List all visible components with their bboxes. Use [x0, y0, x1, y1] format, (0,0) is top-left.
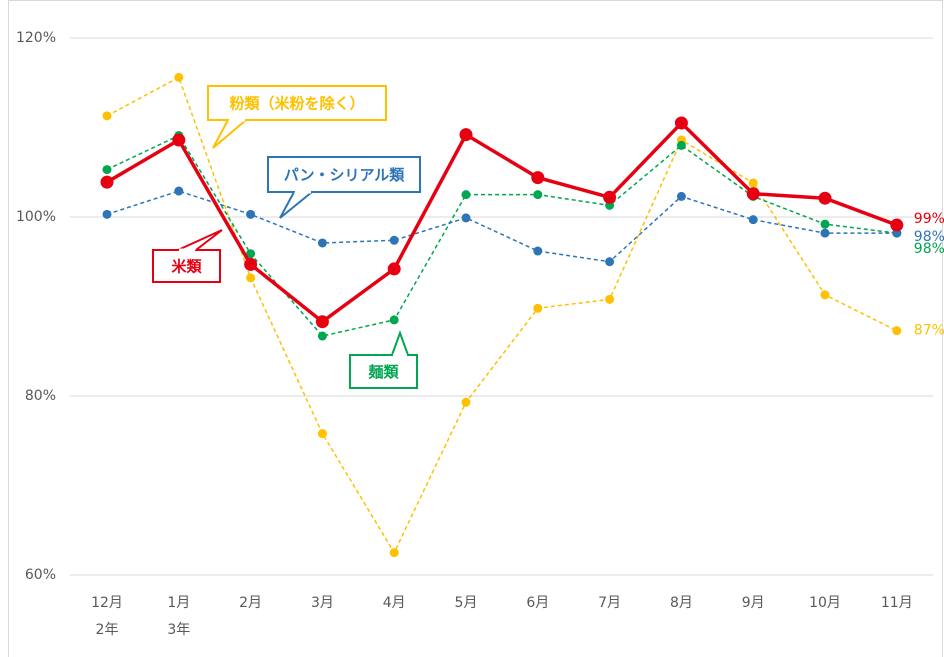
data-point — [746, 187, 760, 201]
value-label: 99% — [914, 211, 944, 227]
data-point — [748, 178, 758, 188]
data-point — [676, 140, 686, 150]
data-point — [676, 191, 686, 201]
x-tick-label: 9月 — [742, 595, 765, 611]
data-point — [461, 190, 471, 200]
data-point — [315, 315, 329, 329]
data-point — [246, 209, 256, 219]
value-label: 87% — [914, 323, 944, 339]
data-point — [172, 133, 186, 147]
data-point — [818, 191, 832, 205]
data-point — [459, 128, 473, 142]
data-point — [317, 429, 327, 439]
data-point — [531, 171, 545, 185]
data-point — [389, 548, 399, 558]
callout-pointer — [212, 119, 247, 149]
x-year-label: 3年 — [167, 622, 190, 638]
data-point — [533, 303, 543, 313]
x-tick-label: 4月 — [383, 595, 406, 611]
data-point — [389, 235, 399, 245]
data-point — [605, 257, 615, 267]
x-tick-label: 3月 — [311, 595, 334, 611]
y-tick-label: 80% — [25, 388, 56, 404]
callout-pointer — [391, 330, 409, 356]
x-tick-label: 7月 — [598, 595, 621, 611]
data-point — [603, 190, 617, 204]
data-point — [461, 213, 471, 223]
legend-label: 粉類（米粉を除く） — [229, 95, 364, 113]
data-point — [820, 219, 830, 229]
data-point — [820, 228, 830, 238]
data-point — [748, 215, 758, 225]
data-point — [102, 209, 112, 219]
value-label: 98% — [914, 241, 944, 257]
x-tick-label: 6月 — [526, 595, 549, 611]
x-tick-label: 2月 — [239, 595, 262, 611]
y-tick-label: 120% — [16, 30, 56, 46]
series-line — [106, 120, 898, 324]
data-point — [244, 257, 258, 271]
data-point — [892, 326, 902, 336]
data-point — [461, 397, 471, 407]
data-point — [605, 294, 615, 304]
series-line — [106, 76, 898, 555]
data-point — [674, 116, 688, 130]
legend-label: パン・シリアル類 — [284, 166, 406, 184]
x-tick-label: 12月 — [91, 595, 123, 611]
callout-pointer — [279, 191, 313, 219]
data-point — [102, 111, 112, 121]
data-point — [102, 165, 112, 175]
data-point — [174, 186, 184, 196]
callout-pointer — [177, 229, 223, 251]
data-point — [174, 72, 184, 82]
data-point — [246, 273, 256, 283]
data-point — [387, 262, 401, 276]
data-point — [533, 246, 543, 256]
series-line — [106, 190, 897, 263]
data-point — [246, 249, 256, 259]
series-line — [106, 134, 897, 337]
x-tick-label: 8月 — [670, 595, 693, 611]
data-point — [317, 238, 327, 248]
x-year-label: 2年 — [96, 622, 119, 638]
value-label: 98% — [914, 229, 944, 245]
callout — [207, 85, 387, 121]
x-tick-label: 5月 — [455, 595, 478, 611]
callout — [267, 156, 421, 193]
x-tick-label: 11月 — [881, 595, 913, 611]
chart-border — [8, 0, 943, 657]
data-point — [389, 315, 399, 325]
callout — [152, 249, 221, 283]
x-tick-label: 1月 — [167, 595, 190, 611]
legend-label: 米類 — [171, 258, 202, 276]
y-tick-label: 60% — [25, 567, 56, 583]
data-point — [100, 175, 114, 189]
x-tick-label: 10月 — [809, 595, 841, 611]
legend-label: 麺類 — [367, 363, 399, 381]
data-point — [533, 190, 543, 200]
data-point — [820, 290, 830, 300]
data-point — [890, 218, 904, 232]
y-tick-label: 100% — [16, 209, 56, 225]
data-point — [317, 331, 327, 341]
